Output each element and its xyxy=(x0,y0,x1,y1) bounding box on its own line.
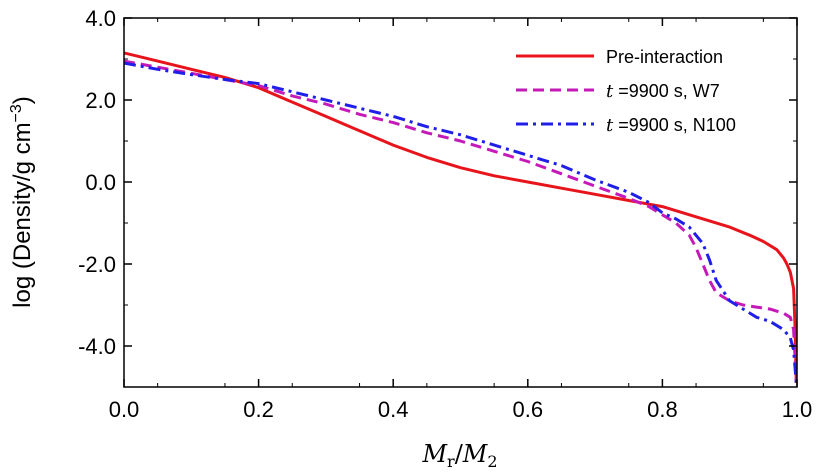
x-tick-label: 0.8 xyxy=(647,397,678,422)
y-tick-label: 0.0 xyxy=(85,170,116,195)
y-tick-label: -2.0 xyxy=(78,252,116,277)
plot-frame xyxy=(123,17,798,388)
y-axis-title: log (Density/g cm−3) xyxy=(8,96,36,308)
y-tick-label: 2.0 xyxy=(85,88,116,113)
legend-label-1: t =9900 s, W7 xyxy=(606,81,720,102)
series-line-2 xyxy=(124,61,797,384)
series-layer xyxy=(124,51,797,384)
y-tick-label: -4.0 xyxy=(78,334,116,359)
x-tick-label: 0.4 xyxy=(378,397,409,422)
series-line-0 xyxy=(124,51,797,383)
legend-label-2: t =9900 s, N100 xyxy=(606,115,736,136)
tick-layer: 0.0 0.2 0.4 0.6 0.8 1.0 4.0 2.0 0.0 -2.0 -4.0 xyxy=(78,6,812,422)
x-tick-label: 1.0 xyxy=(782,397,813,422)
legend: Pre-interaction t =9900 s, W7 t =9900 s, N… xyxy=(516,47,736,136)
series-line-1 xyxy=(124,59,797,383)
x-tick-label: 0.2 xyxy=(243,397,274,422)
x-tick-label: 0.0 xyxy=(109,397,140,422)
legend-label-0: Pre-interaction xyxy=(606,47,723,67)
x-axis-title: Mr/M2 xyxy=(421,440,497,471)
y-tick-label: 4.0 xyxy=(85,6,116,31)
x-tick-label: 0.6 xyxy=(513,397,544,422)
